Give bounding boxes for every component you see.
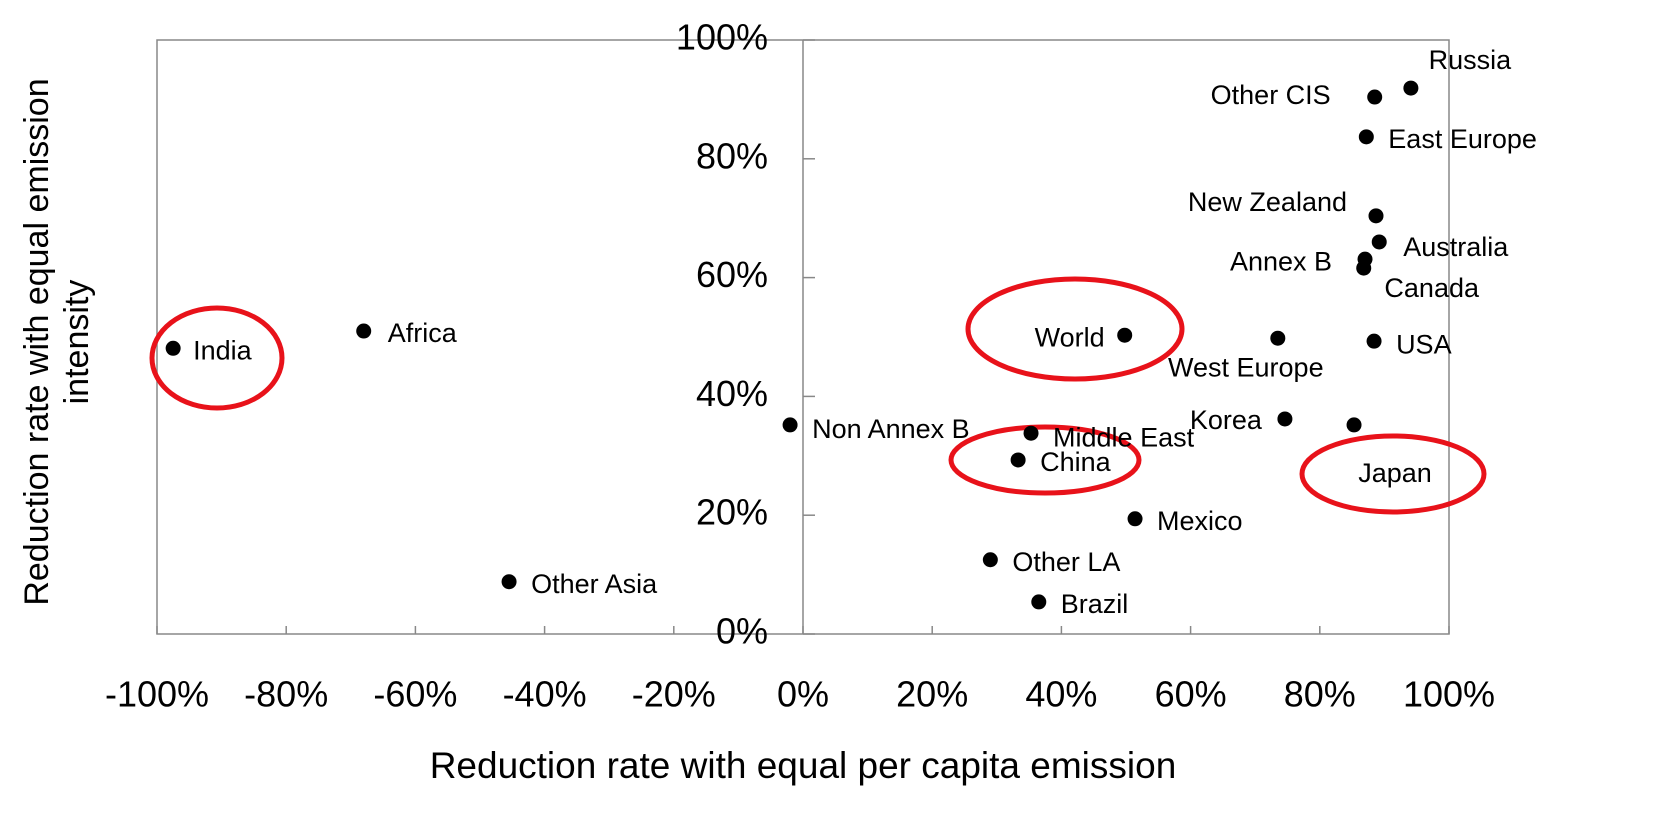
y-tick-label: 100% (676, 17, 768, 58)
point-label: New Zealand (1188, 187, 1347, 217)
y-tick-label: 40% (696, 373, 768, 414)
x-tick-label: 80% (1284, 674, 1356, 715)
x-tick-label: -20% (632, 674, 716, 715)
point-label: Australia (1403, 232, 1509, 262)
x-tick-label: 100% (1403, 674, 1495, 715)
point-label: West Europe (1168, 352, 1324, 382)
point (1371, 234, 1387, 250)
x-tick-label: 60% (1155, 674, 1227, 715)
y-tick-label: 0% (716, 611, 768, 652)
point (501, 574, 517, 590)
point (1367, 89, 1383, 105)
y-axis-title: Reduction rate with equal emission inten… (18, 78, 96, 606)
x-tick-label: -100% (105, 674, 209, 715)
x-tick-label: 20% (896, 674, 968, 715)
highlight-ellipse (948, 424, 1142, 496)
point (356, 323, 372, 339)
x-tick-label: -40% (503, 674, 587, 715)
point-label: Mexico (1157, 506, 1243, 536)
x-tick-label: 0% (777, 674, 829, 715)
highlight-ellipse (1299, 433, 1487, 515)
point-label: India (193, 335, 253, 365)
point-label: Non Annex B (812, 414, 970, 444)
y-tick-label: 80% (696, 135, 768, 176)
point-label: China (1040, 447, 1112, 477)
point-label: Other Asia (531, 569, 658, 599)
point (1270, 330, 1286, 346)
point (982, 552, 998, 568)
highlight-ellipse (965, 276, 1185, 382)
y-tick-label: 60% (696, 254, 768, 295)
x-tick-label: 40% (1025, 674, 1097, 715)
point-label: Other CIS (1211, 80, 1331, 110)
point (782, 417, 798, 433)
point-label: Canada (1384, 273, 1480, 303)
point-label: Russia (1429, 45, 1513, 75)
point (1366, 333, 1382, 349)
point (1357, 251, 1373, 267)
x-tick-label: -60% (373, 674, 457, 715)
point-label: Brazil (1061, 589, 1129, 619)
highlight-ellipse (149, 305, 285, 411)
point (1368, 208, 1384, 224)
point (1277, 411, 1293, 427)
point-label: Japan (1358, 458, 1432, 488)
point (165, 340, 181, 356)
point (1346, 417, 1362, 433)
point-label: Other LA (1012, 547, 1120, 577)
highlights (149, 276, 1487, 515)
point (1127, 511, 1143, 527)
point-label: Middle East (1053, 422, 1195, 452)
x-tick-label: -80% (244, 674, 328, 715)
point-label: East Europe (1388, 124, 1537, 154)
point (1117, 327, 1133, 343)
y-tick-label: 20% (696, 492, 768, 533)
point (1031, 594, 1047, 610)
x-axis-title: Reduction rate with equal per capita emi… (430, 745, 1177, 786)
point-label: World (1035, 322, 1105, 352)
point (1403, 80, 1419, 96)
point (1023, 425, 1039, 441)
point-label: Korea (1190, 405, 1263, 435)
point-label: Africa (388, 318, 458, 348)
point (1358, 129, 1374, 145)
point-label: USA (1396, 329, 1452, 359)
point-label: Annex B (1230, 246, 1332, 276)
point (1010, 452, 1026, 468)
